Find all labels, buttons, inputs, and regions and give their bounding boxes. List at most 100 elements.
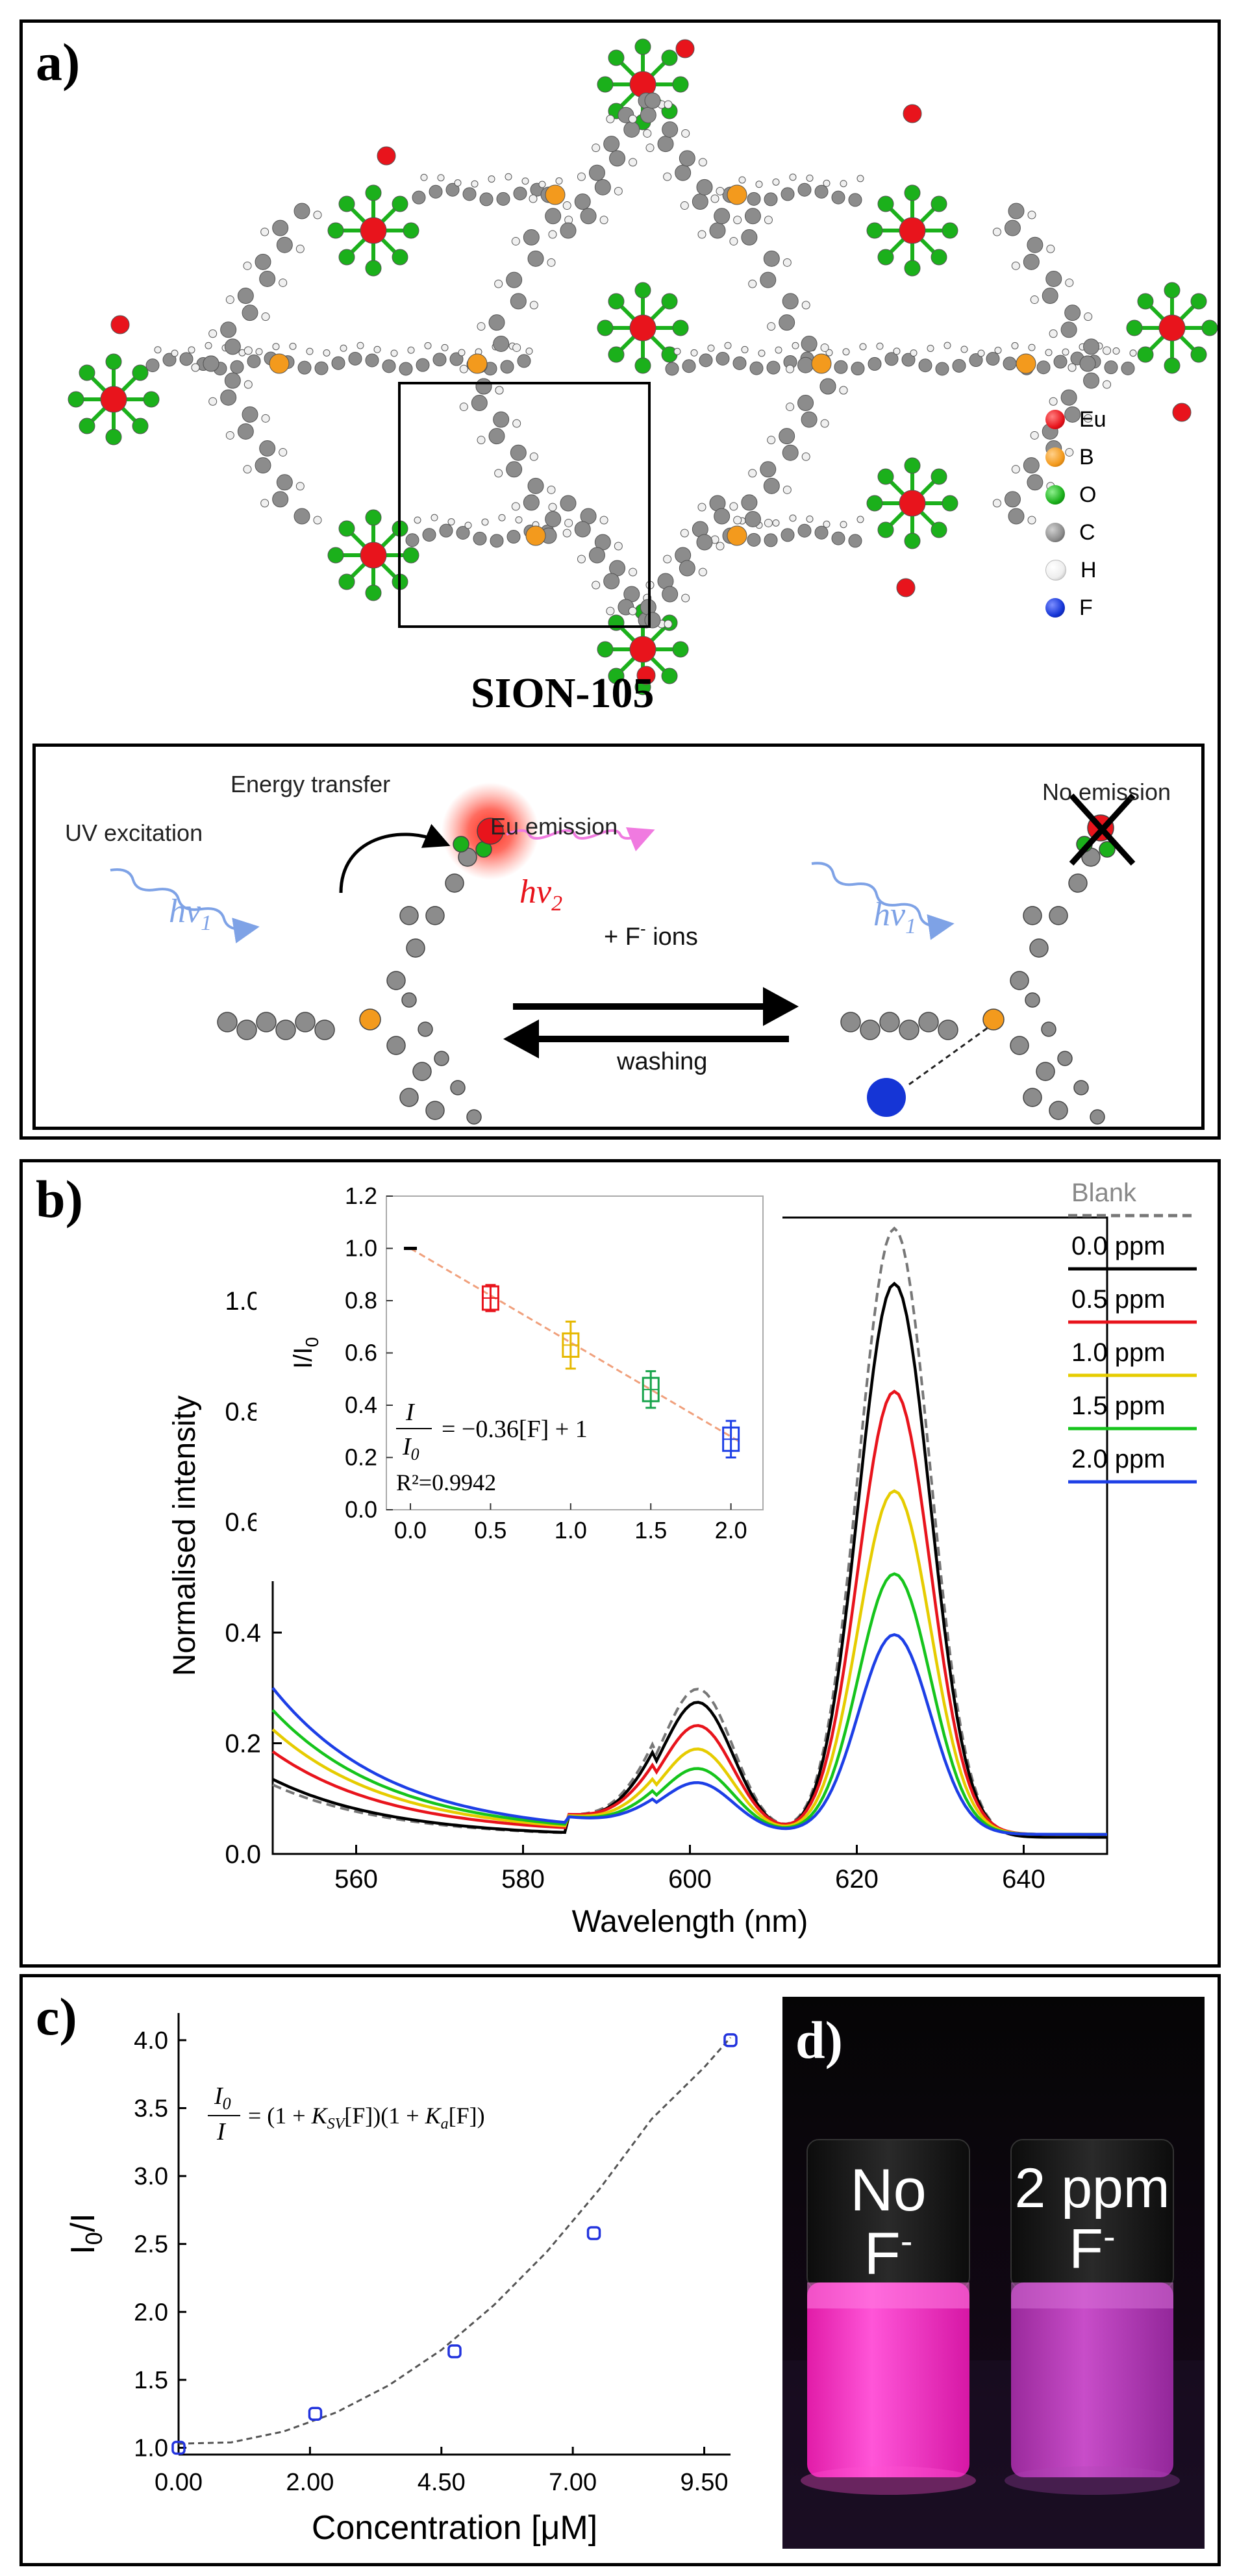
o-atom [365, 584, 382, 601]
c-atom [242, 406, 258, 423]
c-atom [255, 457, 271, 474]
legend-label-f: F [1079, 595, 1093, 620]
h-atom [548, 230, 557, 239]
c-atom [1057, 1051, 1073, 1066]
inset-x-tick-label: 2.0 [715, 1517, 747, 1544]
eu-atom [903, 104, 922, 123]
eu-atom [899, 490, 926, 517]
h-atom [741, 345, 749, 353]
c-atom [1073, 1080, 1089, 1095]
h-atom [663, 555, 672, 564]
o-atom [877, 195, 894, 212]
c-atom [1029, 938, 1049, 958]
inset-y-tick-label: 1.0 [345, 1235, 377, 1262]
h-atom [244, 380, 253, 389]
c-atom [456, 525, 470, 540]
c-atom [741, 229, 758, 246]
c-atom [1023, 457, 1040, 474]
c-atom [594, 179, 611, 195]
o-atom [105, 353, 122, 370]
o-atom [365, 260, 382, 277]
h-atom [698, 158, 707, 167]
h-atom [663, 172, 672, 181]
o-atom [866, 495, 883, 512]
panel-d-photo: d) No F- 2 ppm F- [782, 1997, 1205, 2549]
x-tick-label: 640 [1002, 1865, 1045, 1894]
h-atom [680, 201, 689, 210]
o-atom [634, 38, 651, 55]
o-atom [634, 282, 651, 299]
eu-atom [1158, 314, 1186, 342]
x-tick-label: 580 [501, 1865, 545, 1894]
panel-c-label: c) [36, 1987, 77, 2046]
h-atom [775, 346, 782, 354]
o-atom [672, 641, 689, 658]
c-atom [986, 352, 1000, 366]
c-atom [1121, 361, 1135, 375]
c-atom [1010, 971, 1029, 990]
h-atom [1030, 295, 1039, 305]
h-atom [801, 452, 810, 461]
h-atom [697, 503, 706, 512]
h-atom [614, 542, 623, 551]
o-atom [1137, 346, 1154, 363]
c-atom [1041, 1021, 1056, 1037]
h-atom [562, 529, 571, 538]
h-atom [729, 237, 738, 246]
h-atom [191, 363, 200, 372]
c-atom [588, 164, 605, 181]
b-atom [811, 353, 832, 374]
h-atom [733, 516, 742, 525]
c-atom [1025, 992, 1040, 1008]
o-atom [365, 509, 382, 526]
panel-b: b) 560 580 600 620 640 0.0 0.2 0.4 0.6 0.8 1.0 Wave… [19, 1159, 1221, 1968]
c-atom [797, 182, 812, 197]
c-atom [1023, 1088, 1042, 1107]
c-atom [331, 356, 345, 370]
h-atom [225, 295, 234, 305]
eu-atom [100, 386, 127, 413]
o-atom [132, 364, 149, 381]
h-atom [464, 521, 472, 529]
c-atom [560, 495, 577, 512]
c-atom [1083, 372, 1100, 389]
c-atom [217, 1012, 238, 1032]
c-atom [527, 477, 544, 494]
b-atom-icon [1045, 447, 1065, 467]
o-atom [877, 521, 894, 538]
h-atom [842, 348, 850, 356]
o-atom [942, 495, 958, 512]
o-atom [68, 391, 84, 408]
c-atom [716, 351, 730, 366]
c-atom [1004, 491, 1021, 508]
sensing-scheme: UV excitation Energy transfer Eu emissio… [32, 744, 1205, 1130]
h-atom [628, 606, 637, 616]
c-atom [1049, 906, 1068, 925]
b-atom [727, 525, 747, 546]
b-atom [359, 1008, 381, 1031]
h-atom [789, 514, 797, 522]
h-atom [1103, 346, 1112, 355]
h-atom [764, 518, 773, 527]
c-atom [236, 1019, 257, 1040]
h-atom [1027, 516, 1036, 525]
c-atom [449, 352, 464, 366]
hv2-text: hν2 [519, 873, 562, 916]
c-atom [256, 1012, 277, 1032]
h-atom [801, 301, 810, 310]
h-atom [505, 173, 512, 181]
h-atom [529, 452, 538, 461]
h-atom [806, 515, 814, 523]
h-atom [681, 594, 690, 603]
h-atom [340, 344, 347, 352]
h-atom [664, 619, 673, 629]
x-tick-label: 4.50 [418, 2469, 466, 2496]
h-atom [628, 114, 637, 123]
vials-photo [782, 1997, 1205, 2549]
uv-wave-arrow-left [110, 868, 260, 944]
c-atom [365, 353, 379, 368]
eu-atom [629, 314, 656, 342]
h-atom [1027, 210, 1036, 219]
inset-y-tick-label: 0.2 [345, 1444, 377, 1471]
eu-atom [629, 636, 656, 663]
